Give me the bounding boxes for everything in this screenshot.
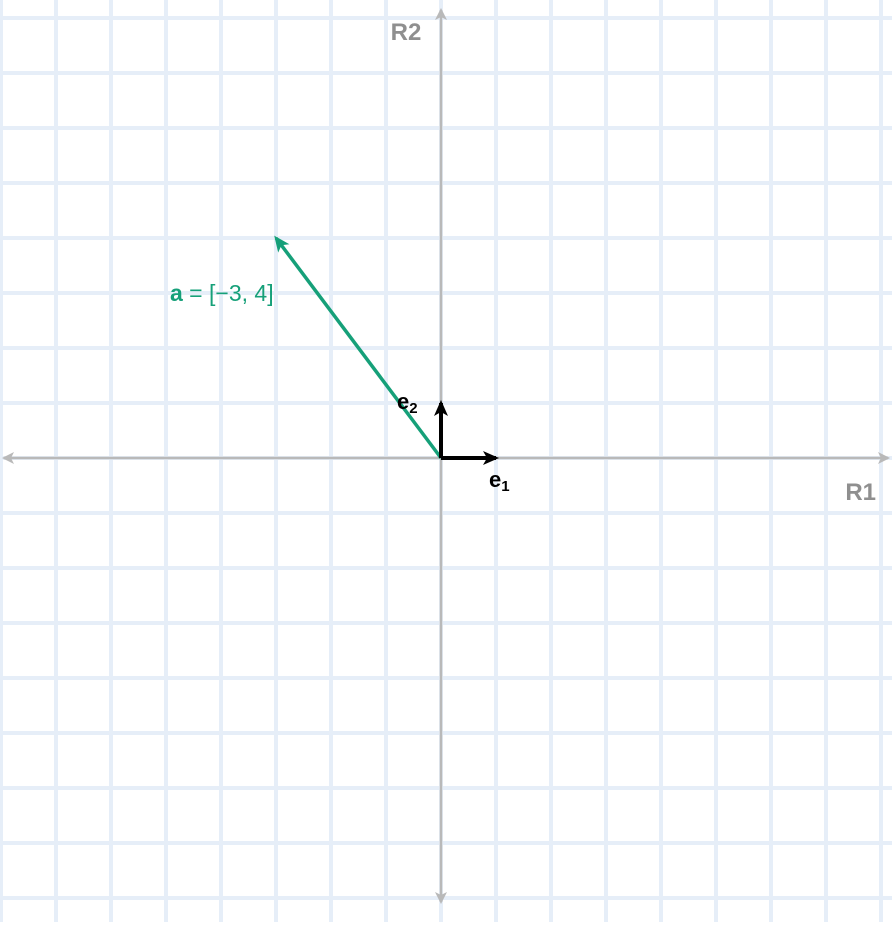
e2-subscript: 2 [409, 400, 417, 417]
y-axis-label: R2 [391, 19, 422, 46]
vector-a-label: a = [−3, 4] [170, 280, 274, 306]
e2-label: e2 [397, 389, 418, 417]
vector-a-components: = [−3, 4] [183, 280, 274, 306]
axes [2, 8, 890, 904]
vector-a-arrow [274, 235, 443, 460]
x-axis-label: R1 [845, 479, 876, 506]
e1-label: e1 [489, 467, 510, 495]
e1-subscript: 1 [501, 478, 509, 495]
vectors [274, 235, 499, 465]
e1-name: e [489, 467, 501, 492]
e2-name: e [397, 389, 409, 414]
vector-a-name: a [170, 280, 183, 306]
